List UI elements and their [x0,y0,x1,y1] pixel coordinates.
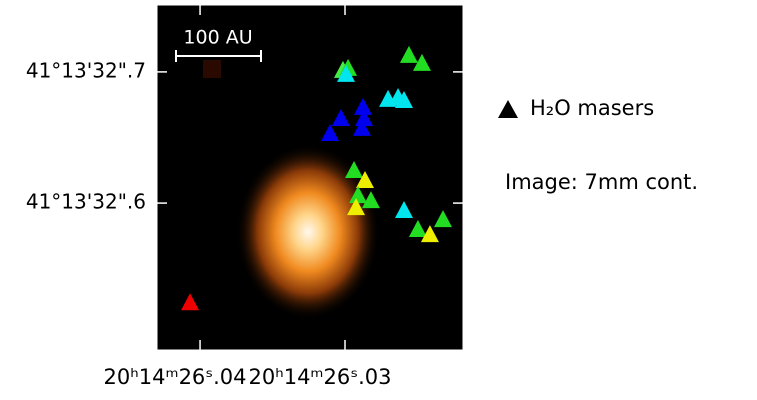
x-tick-label: 20ʰ14ᵐ26ˢ.03 [249,365,392,389]
scale-bar: 100 AU [176,27,261,63]
page: 100 AU H₂O masers Image: 7mm cont. 20ʰ14… [0,0,757,400]
faint-emission [203,60,221,78]
annotation: Image: 7mm cont. [505,170,698,194]
legend-label: H₂O masers [530,96,654,120]
x-tick-label: 20ʰ14ᵐ26ˢ.04 [104,365,247,389]
y-tick-label: 41°13'32".7 [26,58,146,82]
chart: 100 AU H₂O masers Image: 7mm cont. 20ʰ14… [0,0,757,396]
scale-bar-label: 100 AU [183,27,252,49]
y-tick-label: 41°13'32".6 [26,190,146,214]
legend-marker [498,100,518,118]
